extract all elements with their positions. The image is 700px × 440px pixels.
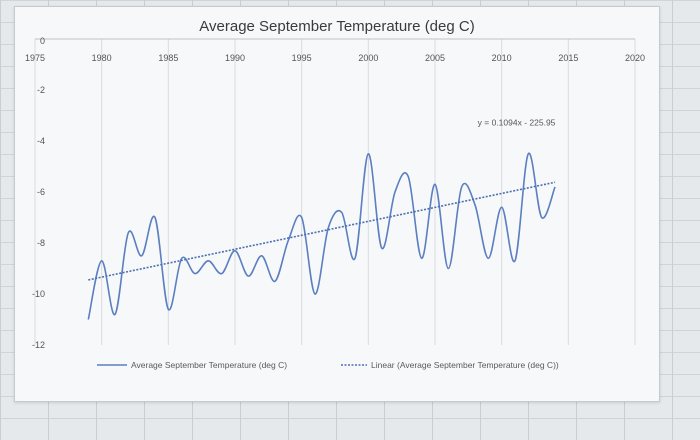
chart-title: Average September Temperature (deg C): [199, 18, 474, 35]
y-tick-label: -8: [37, 238, 45, 248]
y-tick-label: 0: [40, 36, 45, 46]
legend-trendline-label: Linear (Average September Temperature (d…: [371, 360, 559, 370]
x-tick-label: 2005: [425, 53, 445, 63]
y-tick-label: -6: [37, 187, 45, 197]
x-tick-label: 1995: [292, 53, 312, 63]
chart-area[interactable]: Average September Temperature (deg C) 19…: [14, 6, 660, 402]
x-tick-label: 2020: [625, 53, 645, 63]
x-tick-label: 1985: [158, 53, 178, 63]
x-tick-label: 1980: [92, 53, 112, 63]
x-tick-label: 1975: [25, 53, 45, 63]
y-tick-label: -10: [32, 289, 45, 299]
chart-canvas: Average September Temperature (deg C) 19…: [25, 18, 645, 370]
y-tick-label: -12: [32, 340, 45, 350]
trendline[interactable]: [88, 181, 556, 281]
y-tick-label: -2: [37, 85, 45, 95]
trendline-equation: y = 0.1094x - 225.95: [478, 118, 556, 128]
x-tick-label: 2015: [558, 53, 578, 63]
series-line[interactable]: [87, 152, 556, 320]
y-tick-label: -4: [37, 136, 45, 146]
x-tick-label: 2010: [492, 53, 512, 63]
legend-series-label: Average September Temperature (deg C): [131, 360, 287, 370]
x-tick-label: 2000: [358, 53, 378, 63]
x-tick-label: 1990: [225, 53, 245, 63]
